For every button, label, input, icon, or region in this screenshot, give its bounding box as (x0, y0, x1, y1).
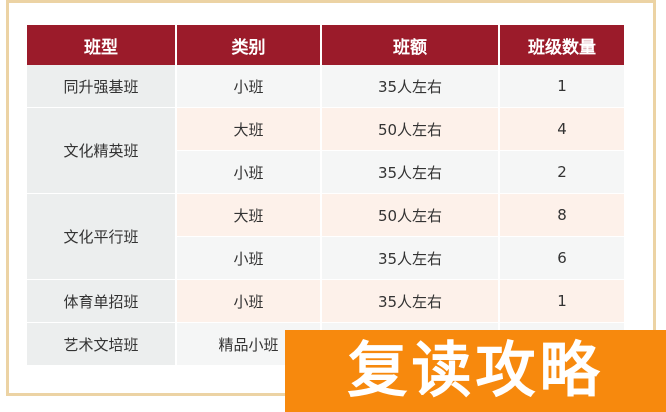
header-category: 类别 (177, 25, 320, 65)
cell-count: 4 (500, 108, 624, 151)
cell-type: 文化精英班 (27, 108, 175, 194)
cell-size: 35人左右 (322, 65, 498, 108)
class-table: 班型 类别 班额 班级数量 同升强基班 小班 35人左右 1 文化精英班 大班 … (25, 25, 626, 366)
table-row: 同升强基班 小班 35人左右 1 (27, 65, 624, 108)
cell-category: 大班 (177, 108, 320, 151)
table-header-row: 班型 类别 班额 班级数量 (27, 25, 624, 65)
cell-type: 艺术文培班 (27, 323, 175, 366)
cell-type: 文化平行班 (27, 194, 175, 280)
table-row: 文化精英班 大班 50人左右 4 (27, 108, 624, 194)
cell-category: 小班 (177, 280, 320, 323)
watermark-text: 复读攻略 (347, 336, 604, 406)
cell-category: 小班 (177, 151, 320, 194)
header-class-type: 班型 (27, 25, 175, 65)
header-class-size: 班额 (322, 25, 498, 65)
cell-size: 35人左右 (322, 280, 498, 323)
cell-count: 2 (500, 151, 624, 194)
cell-size: 35人左右 (322, 237, 498, 280)
table-row: 体育单招班 小班 35人左右 1 (27, 280, 624, 323)
cell-type: 体育单招班 (27, 280, 175, 323)
cell-count: 8 (500, 194, 624, 237)
cell-category: 小班 (177, 65, 320, 108)
cell-size: 35人左右 (322, 151, 498, 194)
cell-size: 50人左右 (322, 194, 498, 237)
cell-category: 大班 (177, 194, 320, 237)
cell-size: 50人左右 (322, 108, 498, 151)
cell-count: 1 (500, 65, 624, 108)
cell-category: 小班 (177, 237, 320, 280)
header-class-count: 班级数量 (500, 25, 624, 65)
table-row: 小班 35人左右 2 (27, 151, 624, 194)
cell-type: 同升强基班 (27, 65, 175, 108)
table-row: 文化平行班 大班 50人左右 8 (27, 194, 624, 280)
cell-count: 1 (500, 280, 624, 323)
watermark-banner: 复读攻略 (285, 330, 666, 412)
cell-count: 6 (500, 237, 624, 280)
table-row: 小班 35人左右 6 (27, 237, 624, 280)
